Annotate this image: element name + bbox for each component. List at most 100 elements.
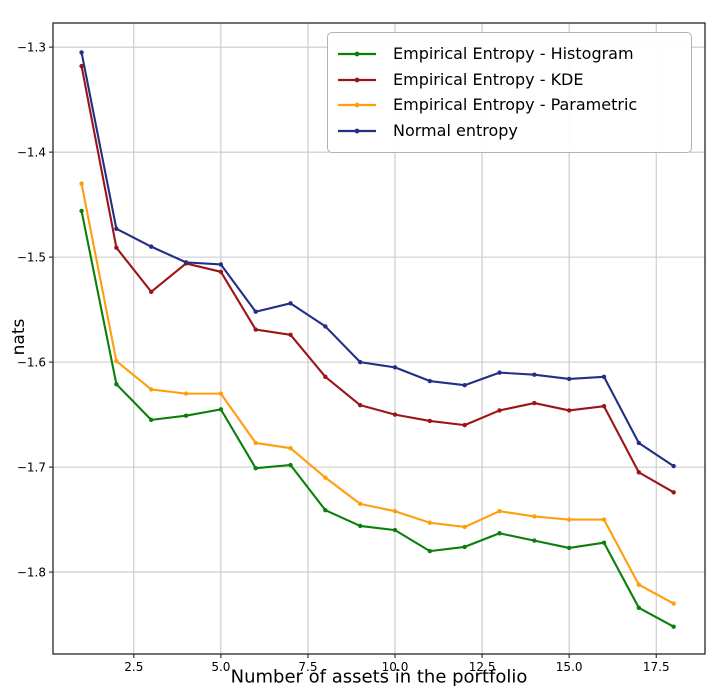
legend-line-swatch [338,128,376,133]
data-point-marker [671,601,676,606]
data-point-marker [427,378,433,384]
data-point-marker [392,365,398,370]
data-point-marker [357,359,363,365]
data-point-marker [427,520,433,525]
data-point-marker [427,548,433,554]
data-point-marker [114,381,119,387]
x-tick-label: 15.0 [556,660,583,674]
data-point-marker [183,413,189,418]
data-point-marker [636,440,642,446]
data-point-marker [601,540,607,545]
x-axis-label: Number of assets in the portfolio [230,666,528,688]
data-point-marker [532,514,537,519]
data-point-marker [218,262,224,267]
data-point-marker [532,400,537,406]
data-point-marker [392,509,398,514]
data-point-marker [497,370,502,375]
data-point-marker [671,624,676,629]
legend-line-swatch [338,51,376,57]
data-point-marker [288,462,293,468]
data-point-marker [149,289,154,294]
data-point-marker [114,245,119,250]
legend-item: Empirical Entropy - KDE [337,69,682,89]
y-tick-label: −1.4 [17,145,46,159]
x-tick-label: 10.0 [382,660,409,674]
data-point-marker [79,63,84,69]
data-point-marker [253,327,258,332]
legend-label: Normal entropy [393,120,518,140]
data-point-marker [253,465,258,471]
y-axis-label: nats [9,318,29,356]
data-point-marker [288,446,293,451]
data-point-marker [671,463,676,469]
data-point-marker [392,412,398,417]
legend-label: Empirical Entropy - Histogram [393,44,634,64]
legend-item: Normal entropy [337,120,682,140]
data-point-marker [532,372,537,377]
data-point-marker [392,527,398,533]
data-point-marker [601,374,607,380]
x-tick-label: 5.0 [211,660,230,674]
data-point-marker [218,391,224,396]
data-point-marker [566,376,572,382]
y-tick-label: −1.5 [17,250,46,264]
y-tick-label: −1.8 [17,565,46,579]
data-point-marker [149,417,154,423]
data-point-marker [253,440,258,446]
data-point-marker [601,404,607,409]
series-line [80,182,675,605]
data-point-marker [497,509,502,514]
data-point-marker [566,517,572,522]
data-point-marker [288,332,293,338]
data-point-marker [671,490,676,495]
data-point-marker [636,470,642,475]
data-point-marker [636,582,642,587]
legend-label: Empirical Entropy - Parametric [393,95,638,115]
legend-item: Empirical Entropy - Parametric [337,97,682,113]
legend-line-swatch [338,102,376,108]
x-tick-label: 7.5 [298,660,317,674]
data-point-marker [357,501,363,507]
data-point-marker [253,309,258,314]
data-point-marker [462,383,467,388]
data-point-marker [114,226,119,231]
legend-line-swatch [338,77,376,83]
data-point-marker [357,523,363,529]
data-point-marker [462,524,467,530]
data-point-marker [566,545,572,551]
x-tick-label: 17.5 [643,660,670,674]
data-point-marker [427,418,433,424]
data-point-marker [183,391,189,396]
data-point-marker [323,324,328,329]
data-point-marker [462,544,467,550]
x-tick-label: 12.5 [469,660,496,674]
data-point-marker [323,507,328,513]
data-point-marker [288,301,293,306]
data-point-marker [497,531,502,536]
data-point-marker [601,517,607,522]
data-point-marker [114,358,119,364]
y-tick-label: −1.3 [17,40,46,54]
plot-border [52,22,706,655]
data-point-marker [183,260,189,265]
data-point-marker [218,407,224,412]
data-point-marker [323,475,328,480]
data-point-marker [79,208,84,214]
data-point-marker [636,605,642,611]
data-point-marker [566,408,572,413]
data-point-marker [149,244,154,249]
legend-label: Empirical Entropy - KDE [393,69,584,89]
legend-item: Empirical Entropy - Histogram [337,46,682,62]
series-line [80,209,675,628]
data-point-marker [79,181,84,186]
data-point-marker [462,422,467,428]
data-point-marker [79,50,84,55]
data-point-marker [357,402,363,408]
series-line [80,64,675,494]
series-line [80,51,675,468]
legend: Empirical Entropy - Histogram Empirical E… [327,32,692,153]
data-point-marker [218,269,224,275]
data-point-marker [323,374,328,380]
data-point-marker [149,387,154,392]
